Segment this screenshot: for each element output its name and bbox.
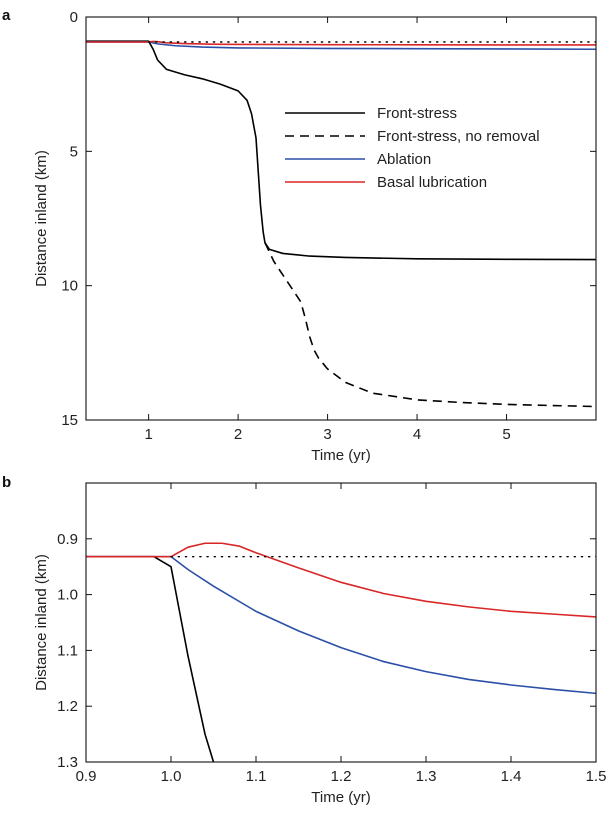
panel-b-label: b	[2, 474, 11, 491]
x-tick-label: 1.3	[416, 768, 437, 785]
y-tick-label: 0.9	[57, 531, 78, 548]
y-tick-label: 1.0	[57, 587, 78, 604]
y-tick-label: 1.2	[57, 698, 78, 715]
y-tick-label: 1.3	[57, 754, 78, 771]
panel-b: 0.9 1.0 1.1 1.2 1.3 1.4 1.5 0.9 1.0 1.1 1.2 1.3 Time…	[33, 482, 607, 806]
x-tick-label: 1.1	[246, 768, 267, 785]
legend-label: Ablation	[377, 151, 431, 168]
panel-a-label: a	[2, 7, 11, 24]
series-line-basal-lubrication	[86, 40, 596, 46]
y-axis-label: Distance inland (km)	[33, 150, 50, 287]
y-tick-label: 1.1	[57, 642, 78, 659]
x-tick-label: 4	[413, 426, 421, 443]
plot-frame	[85, 482, 597, 763]
plot-frame	[85, 16, 597, 421]
legend-label: Front-stress, no removal	[377, 128, 540, 145]
series-line-front-stress-no-removal	[264, 242, 596, 408]
x-tick-label: 1.4	[501, 768, 522, 785]
x-tick-label: 1	[144, 426, 152, 443]
x-axis-label: Time (yr)	[311, 789, 370, 806]
series-line-front-stress	[86, 555, 215, 762]
series-group	[86, 542, 596, 762]
x-tick-label: 5	[502, 426, 510, 443]
y-axis-label: Distance inland (km)	[33, 554, 50, 691]
x-tick-label: 1.2	[331, 768, 352, 785]
legend-label: Basal lubrication	[377, 174, 487, 191]
series-line-front-stress	[86, 40, 596, 261]
x-tick-label: 2	[234, 426, 242, 443]
x-tick-label: 0.9	[76, 768, 97, 785]
y-tick-label: 10	[61, 278, 78, 295]
series-line-ablation	[86, 41, 596, 51]
y-tick-label: 15	[61, 412, 78, 429]
x-tick-label: 1.5	[586, 768, 607, 785]
legend-label: Front-stress	[377, 105, 457, 122]
series-line-basal-lubrication	[86, 542, 596, 618]
y-tick-label: 5	[70, 143, 78, 160]
series-line-ablation	[86, 555, 596, 695]
series-group	[86, 40, 596, 408]
legend: Front-stress Front-stress, no removal Abla…	[285, 105, 540, 191]
panel-a: 1 2 3 4 5 0 5 10 15 Time (yr) Distance inland (km)…	[33, 9, 597, 464]
y-tick-label: 0	[70, 9, 78, 26]
x-tick-label: 1.0	[161, 768, 182, 785]
x-axis-label: Time (yr)	[311, 447, 370, 464]
x-tick-label: 3	[323, 426, 331, 443]
